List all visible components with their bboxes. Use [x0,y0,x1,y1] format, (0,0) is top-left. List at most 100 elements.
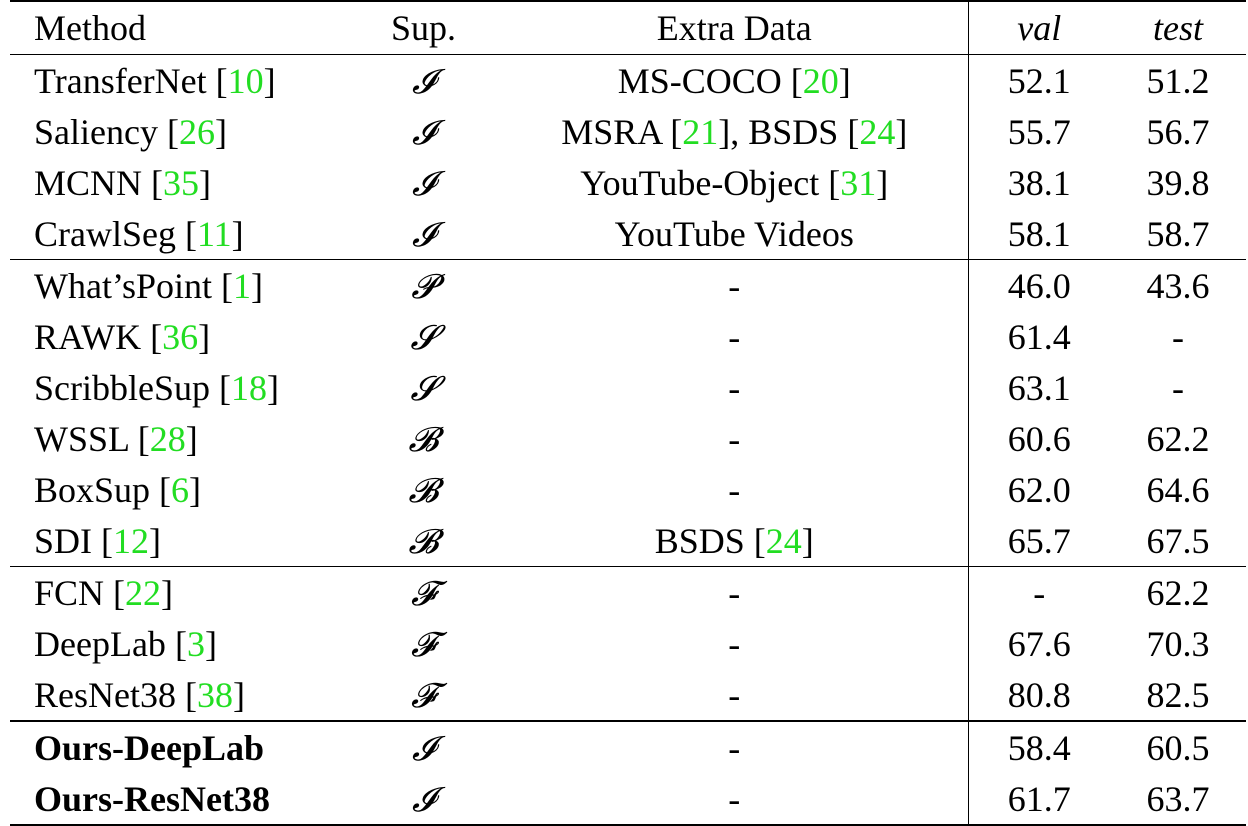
method-name: TransferNet [34,60,207,101]
table-row: DeepLab [3] 𝓕 - 67.6 70.3 [10,618,1246,669]
supervision-symbol: 𝓘 [412,779,435,820]
extra-data-name: - [728,418,741,459]
val-score: 55.7 [967,106,1110,157]
method-cell: Ours-DeepLab [10,720,346,773]
table-body: TransferNet [10] 𝓘 MS-COCO [20] 52.1 51.2 Sal… [10,54,1246,826]
supervision-symbol: 𝓘 [412,214,435,255]
citation-link[interactable]: 35 [163,162,200,203]
citation-link[interactable]: 12 [113,520,150,561]
method-cell: ScribbleSup [18] [34,367,279,408]
extra-data-cell: - [501,773,968,826]
table-row: CrawlSeg [11] 𝓘 YouTube Videos 58.1 58.7 [10,208,1246,260]
method-name: ScribbleSup [34,367,210,408]
test-score: 43.6 [1110,259,1246,311]
citation-link[interactable]: 26 [178,111,215,152]
extra-data-cell: - [501,259,968,311]
table-row: BoxSup [6] 𝓑 - 62.0 64.6 [10,464,1246,515]
extra-data-cell: MS-COCO [20] [501,54,968,106]
method-cell: Ours-ResNet38 [10,773,346,826]
val-score: 38.1 [967,157,1110,208]
method-name: WSSL [34,418,129,459]
citation-link[interactable]: 31 [840,162,877,203]
val-score: 60.6 [967,413,1110,464]
extra-data-name: MS-COCO [617,60,782,101]
test-score: 62.2 [1146,418,1210,459]
extra-data-name: - [728,469,741,510]
table-row: SDI [12] 𝓑 BSDS [24] 65.7 67.5 [10,515,1246,567]
supervision-cell: 𝓘 [346,106,501,157]
extra-data-cell: YouTube Videos [501,208,968,260]
val-score: 80.8 [967,669,1110,721]
supervision-cell: 𝓢 [346,311,501,362]
header-val: val [967,0,1110,55]
method-name: CrawlSeg [34,213,176,254]
val-score: 65.7 [967,515,1110,567]
citation-link[interactable]: 36 [162,316,199,357]
supervision-symbol: 𝓘 [412,163,435,204]
citation-link[interactable]: 38 [196,674,233,715]
supervision-cell: 𝓘 [346,54,501,106]
supervision-symbol: 𝓘 [412,61,435,102]
test-score: 39.8 [1146,162,1210,203]
extra-data-name: - [728,674,741,715]
extra-data-cell: - [501,413,968,464]
citation-link[interactable]: 11 [196,213,232,254]
method-cell: WSSL [28] [34,418,198,459]
test-score: 51.2 [1110,54,1246,106]
test-score: 64.6 [1146,469,1210,510]
header-extra-data: Extra Data [501,0,968,55]
extra-data-cell: - [501,618,968,669]
citation-link[interactable]: 20 [802,60,839,101]
extra-data-name: - [728,572,741,613]
test-score: 82.5 [1146,674,1210,715]
val-score: 61.4 [967,311,1110,362]
extra-data-name: - [728,316,741,357]
table-row: FCN [22] 𝓕 - -62.2 [10,566,1246,618]
val-score: 61.7 [967,773,1110,826]
supervision-symbol: 𝓑 [408,521,439,562]
citation-link[interactable]: 28 [149,418,186,459]
supervision-cell: 𝓑 [346,515,501,567]
test-score: - [1172,367,1184,408]
citation-link[interactable]: 18 [231,367,267,408]
supervision-cell: 𝓢 [346,362,501,413]
citation-link[interactable]: 1 [233,265,251,306]
extra-data-name: BSDS [654,520,745,561]
method-cell: Saliency [26] [34,111,227,152]
supervision-symbol: 𝓕 [410,624,437,665]
citation-link[interactable]: 10 [227,60,264,101]
supervision-symbol: 𝓘 [412,112,435,153]
supervision-symbol: 𝓕 [410,573,437,614]
table-row: What’sPoint [1] 𝓟 - 46.0 43.6 [10,259,1246,311]
supervision-cell: 𝓟 [346,259,501,311]
extra-data-cell: - [501,669,968,721]
table-row: RAWK [36] 𝓢 - 61.4 - [10,311,1246,362]
supervision-cell: 𝓑 [346,464,501,515]
citation-link[interactable]: 24 [765,520,802,561]
test-score: 70.3 [1146,623,1210,664]
header-method: Method [10,0,346,55]
citation-link[interactable]: 24 [859,111,896,152]
table-row: Ours-DeepLab 𝓘 - 58.4 60.5 [10,720,1246,773]
test-score: 56.7 [1146,111,1210,152]
extra-data-name: BSDS [748,111,839,152]
method-cell: MCNN [35] [34,162,212,203]
citation-link[interactable]: 3 [186,623,205,664]
method-cell: CrawlSeg [11] [34,213,244,254]
extra-data-name: YouTube-Object [580,162,820,203]
test-score: - [1172,316,1184,357]
test-score: 60.5 [1110,720,1246,773]
extra-data-cell: - [501,720,968,773]
method-name: DeepLab [34,623,166,664]
method-name: ResNet38 [34,674,176,715]
extra-data-cell: MSRA [21], BSDS [24] [561,111,908,152]
val-score: - [967,566,1110,618]
header-test: test [1110,0,1246,55]
table-row: TransferNet [10] 𝓘 MS-COCO [20] 52.1 51.2 [10,54,1246,106]
citation-link[interactable]: 22 [125,572,162,613]
citation-link[interactable]: 21 [682,111,719,152]
citation-link[interactable]: 6 [171,469,190,510]
val-score: 52.1 [967,54,1110,106]
method-cell: FCN [22] [10,566,346,618]
